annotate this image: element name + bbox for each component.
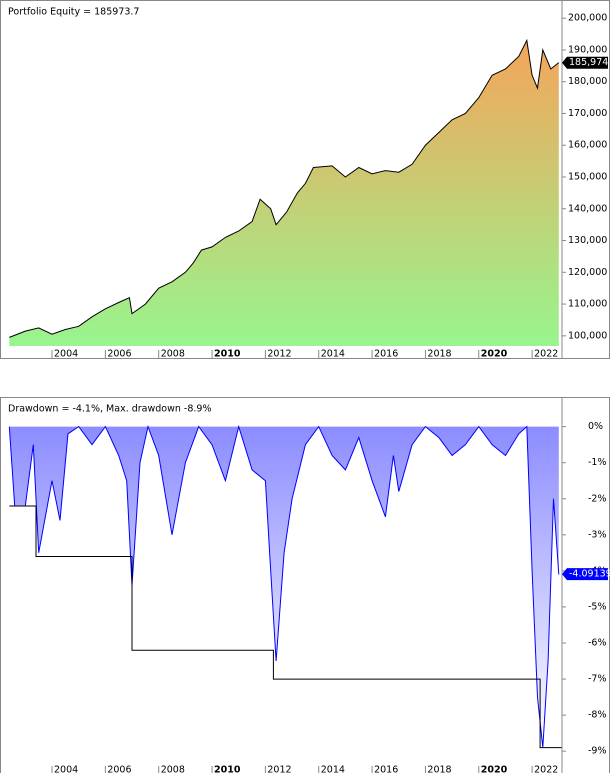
x-tick-label: 2008 — [161, 349, 185, 360]
y-tick-label: -9% — [588, 746, 607, 757]
x-tick-label: 2018 — [427, 765, 451, 774]
y-tick-label: 160,000 — [568, 140, 607, 151]
x-tick-label: 2006 — [107, 349, 131, 360]
x-tick-label: 2014 — [321, 349, 345, 360]
x-tick-label: 2020 — [481, 349, 508, 360]
y-tick-label: 180,000 — [568, 76, 607, 87]
panel-frame — [0, 0, 610, 359]
x-tick-label: 2014 — [321, 765, 345, 774]
series-line — [8, 424, 560, 748]
area-fill — [9, 40, 559, 347]
x-tick-label: 2010 — [214, 349, 241, 360]
x-tick-label: 2006 — [107, 765, 131, 774]
y-tick-label: -5% — [588, 601, 607, 612]
y-tick-label: -1% — [588, 457, 607, 468]
panel-title: Portfolio Equity = 185973.7 — [8, 7, 139, 18]
x-tick-label: 2020 — [481, 765, 508, 774]
area-fill — [9, 426, 559, 748]
x-tick-label: 2016 — [374, 765, 398, 774]
y-tick-label: 200,000 — [568, 13, 607, 24]
series-line — [9, 505, 562, 749]
value-marker — [562, 568, 608, 581]
x-tick-label: 2004 — [54, 765, 78, 774]
y-tick-label: 140,000 — [568, 203, 607, 214]
y-tick-label: 190,000 — [568, 44, 607, 55]
y-tick-label: 170,000 — [568, 108, 607, 119]
value-marker — [562, 56, 608, 69]
x-tick-label: 2022 — [534, 349, 558, 360]
x-tick-label: 2022 — [534, 765, 558, 774]
y-tick-label: 130,000 — [568, 235, 607, 246]
y-tick-label: 120,000 — [568, 267, 607, 278]
y-tick-label: -8% — [588, 710, 607, 721]
y-tick-label: 100,000 — [568, 330, 607, 341]
x-tick-label: 2004 — [54, 349, 78, 360]
y-tick-label: -7% — [588, 674, 607, 685]
value-marker-label: 185,974 — [569, 57, 608, 68]
value-marker-label: -4.09139 — [569, 569, 611, 580]
y-tick-label: -2% — [588, 493, 607, 504]
y-tick-label: -6% — [588, 638, 607, 649]
y-tick-label: 150,000 — [568, 172, 607, 183]
panel-title: Drawdown = -4.1%, Max. drawdown -8.9% — [8, 404, 211, 415]
y-tick-label: 110,000 — [568, 299, 607, 310]
x-tick-label: 2012 — [267, 765, 291, 774]
x-tick-label: 2018 — [427, 349, 451, 360]
series-line — [9, 38, 560, 338]
x-tick-label: 2008 — [161, 765, 185, 774]
y-tick-label: -3% — [588, 529, 607, 540]
x-tick-label: 2012 — [267, 349, 291, 360]
x-tick-label: 2010 — [214, 765, 241, 774]
panel-frame — [0, 397, 610, 775]
y-tick-label: 0% — [588, 421, 603, 432]
x-tick-label: 2016 — [374, 349, 398, 360]
